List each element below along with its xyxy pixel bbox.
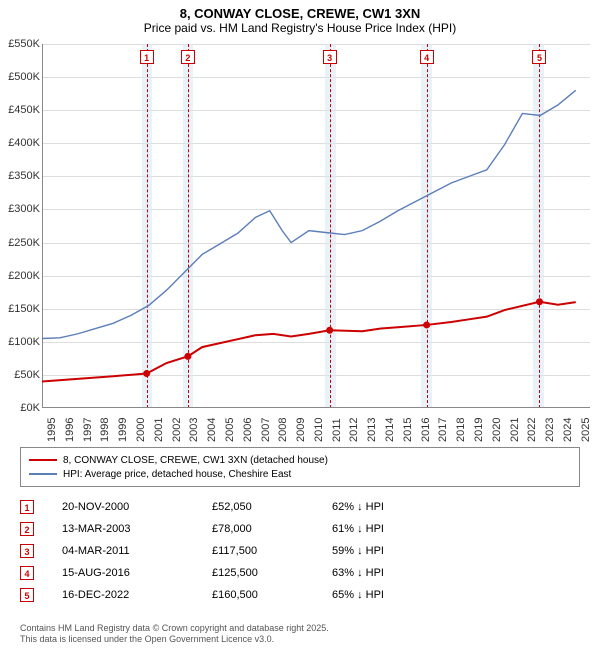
sales-date: 15-AUG-2016: [62, 567, 212, 579]
x-tick-label: 2012: [348, 418, 360, 442]
y-tick-label: £400K: [0, 137, 40, 149]
legend-item: HPI: Average price, detached house, Ches…: [29, 467, 571, 481]
chart-container: 8, CONWAY CLOSE, CREWE, CW1 3XN Price pa…: [0, 0, 600, 650]
sales-date: 13-MAR-2003: [62, 523, 212, 535]
y-tick-label: £500K: [0, 71, 40, 83]
sale-point: [326, 327, 333, 334]
y-tick-label: £150K: [0, 303, 40, 315]
legend-swatch: [29, 473, 57, 475]
x-tick-label: 2016: [420, 418, 432, 442]
y-tick-label: £550K: [0, 38, 40, 50]
x-tick-label: 2007: [260, 418, 272, 442]
y-tick-label: £450K: [0, 104, 40, 116]
x-tick-label: 1997: [82, 418, 94, 442]
sale-point: [423, 321, 430, 328]
x-tick-label: 2009: [295, 418, 307, 442]
sales-price: £160,500: [212, 589, 332, 601]
sales-date: 20-NOV-2000: [62, 501, 212, 513]
sales-pct: 61% ↓ HPI: [332, 523, 452, 535]
y-tick-label: £300K: [0, 203, 40, 215]
chart-lines: [42, 44, 590, 408]
series-price_paid: [42, 302, 576, 382]
x-tick-label: 2006: [242, 418, 254, 442]
title-main: 8, CONWAY CLOSE, CREWE, CW1 3XN: [0, 6, 600, 21]
sales-row: 2 13-MAR-2003£78,00061% ↓ HPI: [20, 518, 580, 540]
x-tick-label: 2008: [277, 418, 289, 442]
x-tick-label: 2010: [313, 418, 325, 442]
sales-date: 16-DEC-2022: [62, 589, 212, 601]
sales-pct: 63% ↓ HPI: [332, 567, 452, 579]
y-tick-label: £0K: [0, 402, 40, 414]
y-tick-label: £50K: [0, 369, 40, 381]
legend-label: 8, CONWAY CLOSE, CREWE, CW1 3XN (detache…: [63, 455, 328, 466]
x-tick-label: 1998: [99, 418, 111, 442]
sales-pct: 62% ↓ HPI: [332, 501, 452, 513]
footer-line-2: This data is licensed under the Open Gov…: [20, 634, 329, 646]
x-tick-label: 2020: [491, 418, 503, 442]
sales-table: 1 20-NOV-2000£52,05062% ↓ HPI 2 13-MAR-2003…: [20, 496, 580, 606]
footer-line-1: Contains HM Land Registry data © Crown c…: [20, 623, 329, 635]
sale-point: [143, 370, 150, 377]
sales-row: 1 20-NOV-2000£52,05062% ↓ HPI: [20, 496, 580, 518]
x-tick-label: 2018: [455, 418, 467, 442]
y-tick-label: £100K: [0, 336, 40, 348]
sales-row: 4 15-AUG-2016£125,50063% ↓ HPI: [20, 562, 580, 584]
sales-index-box: 5: [20, 588, 34, 602]
sales-price: £125,500: [212, 567, 332, 579]
sales-row: 3 04-MAR-2011£117,50059% ↓ HPI: [20, 540, 580, 562]
x-tick-label: 1999: [117, 418, 129, 442]
x-tick-label: 1996: [64, 418, 76, 442]
sales-index-box: 4: [20, 566, 34, 580]
legend-label: HPI: Average price, detached house, Ches…: [63, 469, 291, 480]
sale-point: [184, 353, 191, 360]
y-tick-label: £250K: [0, 237, 40, 249]
x-tick-label: 2011: [331, 418, 343, 442]
sales-pct: 59% ↓ HPI: [332, 545, 452, 557]
x-tick-label: 2015: [402, 418, 414, 442]
sales-row: 5 16-DEC-2022£160,50065% ↓ HPI: [20, 584, 580, 606]
x-tick-label: 2017: [437, 418, 449, 442]
x-tick-label: 2005: [224, 418, 236, 442]
x-tick-label: 2014: [384, 418, 396, 442]
x-tick-label: 2001: [153, 418, 165, 442]
title-sub: Price paid vs. HM Land Registry's House …: [0, 21, 600, 35]
title-block: 8, CONWAY CLOSE, CREWE, CW1 3XN Price pa…: [0, 0, 600, 37]
sales-index-box: 1: [20, 500, 34, 514]
x-tick-label: 2004: [206, 418, 218, 442]
x-tick-label: 2002: [171, 418, 183, 442]
series-hpi: [42, 90, 576, 338]
legend-swatch: [29, 459, 57, 461]
x-tick-label: 2021: [509, 418, 521, 442]
x-tick-label: 2023: [544, 418, 556, 442]
x-tick-label: 2022: [526, 418, 538, 442]
y-tick-label: £200K: [0, 270, 40, 282]
x-tick-label: 2003: [188, 418, 200, 442]
x-tick-label: 2013: [366, 418, 378, 442]
x-tick-label: 2000: [135, 418, 147, 442]
legend-box: 8, CONWAY CLOSE, CREWE, CW1 3XN (detache…: [20, 447, 580, 487]
sales-pct: 65% ↓ HPI: [332, 589, 452, 601]
y-tick-label: £350K: [0, 170, 40, 182]
x-tick-label: 2025: [580, 418, 592, 442]
sales-price: £117,500: [212, 545, 332, 557]
x-tick-label: 1995: [46, 418, 58, 442]
sale-point: [536, 298, 543, 305]
sales-index-box: 2: [20, 522, 34, 536]
sales-price: £78,000: [212, 523, 332, 535]
sales-date: 04-MAR-2011: [62, 545, 212, 557]
sales-index-box: 3: [20, 544, 34, 558]
sales-price: £52,050: [212, 501, 332, 513]
legend-item: 8, CONWAY CLOSE, CREWE, CW1 3XN (detache…: [29, 453, 571, 467]
x-tick-label: 2024: [562, 418, 574, 442]
footer-attribution: Contains HM Land Registry data © Crown c…: [20, 623, 329, 646]
x-tick-label: 2019: [473, 418, 485, 442]
